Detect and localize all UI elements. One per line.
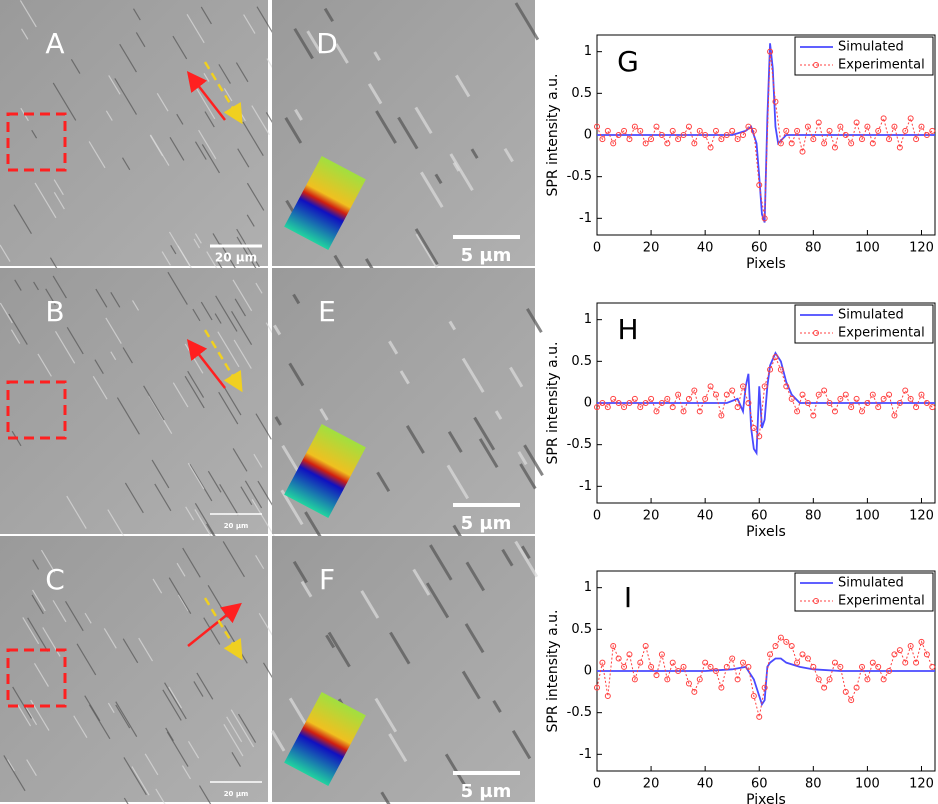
x-tick-label: 100 xyxy=(855,777,880,792)
scale-bar-label: 20 µm xyxy=(224,790,249,798)
scale-bar-label: 5 µm xyxy=(461,781,512,802)
panel-label: G xyxy=(617,45,639,78)
panel-label: B xyxy=(45,295,64,328)
y-tick-label: -0.5 xyxy=(567,169,592,184)
figure: A 20 µm B 20 µm C 20 µm D 5 µm E 5 µm F 5 µm -1 -0.5 0… xyxy=(0,0,938,804)
panel-label: I xyxy=(624,581,632,614)
y-tick-label: 1 xyxy=(584,580,592,595)
micrograph xyxy=(0,0,268,266)
x-tick-label: 20 xyxy=(643,777,660,792)
panel-label: H xyxy=(617,313,638,346)
panel-label: F xyxy=(319,563,335,596)
legend-label: Experimental xyxy=(838,326,925,341)
x-tick-label: 120 xyxy=(909,509,934,524)
y-tick-label: 0.5 xyxy=(571,86,592,101)
y-tick-label: -0.5 xyxy=(567,705,592,720)
y-tick-label: 0.5 xyxy=(571,354,592,369)
y-tick-label: 0 xyxy=(584,664,592,679)
x-tick-label: 80 xyxy=(805,509,822,524)
y-tick-label: 0.5 xyxy=(571,622,592,637)
x-tick-label: 40 xyxy=(697,777,714,792)
scale-bar-label: 5 µm xyxy=(461,513,512,534)
micrograph xyxy=(0,268,268,534)
scale-bar-label: 20 µm xyxy=(215,251,257,265)
panel-label: E xyxy=(318,295,336,328)
x-tick-label: 80 xyxy=(805,241,822,256)
y-tick-label: -1 xyxy=(579,479,592,494)
y-tick-label: 0 xyxy=(584,128,592,143)
panel-label: C xyxy=(45,563,65,596)
x-axis-label: Pixels xyxy=(746,792,786,804)
panel-label: A xyxy=(45,27,64,60)
x-tick-label: 0 xyxy=(593,241,601,256)
micrograph xyxy=(0,536,268,802)
legend-label: Experimental xyxy=(838,58,925,73)
legend-label: Simulated xyxy=(838,308,904,323)
scale-bar-label: 5 µm xyxy=(461,245,512,266)
x-tick-label: 20 xyxy=(643,241,660,256)
scale-bar-label: 20 µm xyxy=(224,522,249,530)
legend-label: Simulated xyxy=(838,40,904,55)
y-axis-label: SPR intensity a.u. xyxy=(545,73,561,196)
x-tick-label: 80 xyxy=(805,777,822,792)
y-tick-label: 0 xyxy=(584,396,592,411)
panel-label: D xyxy=(316,27,338,60)
x-axis-label: Pixels xyxy=(746,256,786,272)
y-tick-label: -1 xyxy=(579,747,592,762)
x-tick-label: 100 xyxy=(855,509,880,524)
x-tick-label: 120 xyxy=(909,241,934,256)
x-tick-label: 100 xyxy=(855,241,880,256)
x-tick-label: 20 xyxy=(643,509,660,524)
x-tick-label: 40 xyxy=(697,509,714,524)
y-tick-label: -0.5 xyxy=(567,437,592,452)
x-tick-label: 60 xyxy=(751,509,768,524)
legend-label: Simulated xyxy=(838,576,904,591)
x-tick-label: 0 xyxy=(593,509,601,524)
y-axis-label: SPR intensity a.u. xyxy=(545,609,561,732)
x-tick-label: 120 xyxy=(909,777,934,792)
legend-label: Experimental xyxy=(838,594,925,609)
x-tick-label: 60 xyxy=(751,241,768,256)
x-axis-label: Pixels xyxy=(746,524,786,540)
x-tick-label: 0 xyxy=(593,777,601,792)
y-axis-label: SPR intensity a.u. xyxy=(545,341,561,464)
x-tick-label: 60 xyxy=(751,777,768,792)
y-tick-label: 1 xyxy=(584,44,592,59)
x-tick-label: 40 xyxy=(697,241,714,256)
y-tick-label: 1 xyxy=(584,312,592,327)
y-tick-label: -1 xyxy=(579,211,592,226)
